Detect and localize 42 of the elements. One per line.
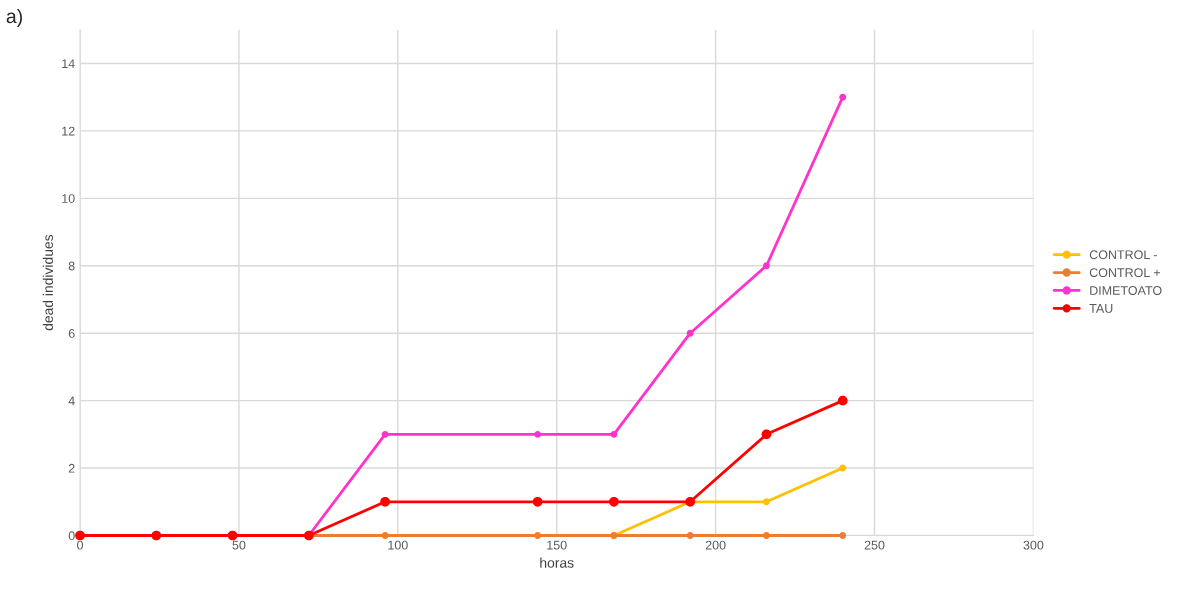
point	[762, 532, 770, 539]
point	[534, 532, 542, 539]
point	[609, 496, 619, 507]
point	[534, 430, 542, 438]
y-tick-label: 14	[62, 59, 75, 68]
x-tick-label: 50	[232, 540, 246, 550]
point	[381, 532, 389, 539]
point	[839, 532, 847, 539]
point	[381, 430, 389, 438]
y-tick-label: 12	[62, 126, 75, 136]
point	[686, 532, 694, 539]
legend-label: CONTROL -	[1089, 250, 1157, 260]
y-axis-title: dead individues	[42, 234, 53, 331]
point	[532, 496, 543, 507]
legend-label: TAU	[1089, 304, 1113, 313]
legend-label: CONTROL +	[1089, 268, 1160, 278]
x-axis-title: horas	[540, 557, 574, 568]
point	[151, 530, 162, 541]
y-tick-label: 8	[68, 261, 75, 271]
y-tick-label: 6	[68, 329, 75, 338]
x-tick-label: 150	[547, 540, 567, 550]
text: a)	[6, 8, 22, 28]
point	[686, 329, 694, 337]
point	[762, 498, 770, 506]
y-tick-label: 10	[62, 194, 75, 203]
point	[839, 93, 847, 101]
y-tick-label: 0	[68, 531, 75, 541]
x-tick-label: 100	[388, 540, 408, 550]
point	[380, 496, 390, 507]
point	[762, 262, 770, 270]
legend-label: DIMETOATO	[1090, 286, 1162, 295]
point	[761, 429, 772, 440]
point	[839, 464, 847, 472]
point	[75, 530, 85, 541]
y-tick-label: 2	[68, 463, 75, 473]
x-tick-label: 200	[705, 540, 726, 550]
x-tick-label: 0	[77, 540, 84, 550]
point	[610, 430, 618, 438]
y-tick-label: 4	[68, 396, 75, 406]
point	[837, 395, 848, 406]
x-tick-label: 250	[864, 540, 885, 550]
x-tick-label: 300	[1023, 540, 1044, 550]
